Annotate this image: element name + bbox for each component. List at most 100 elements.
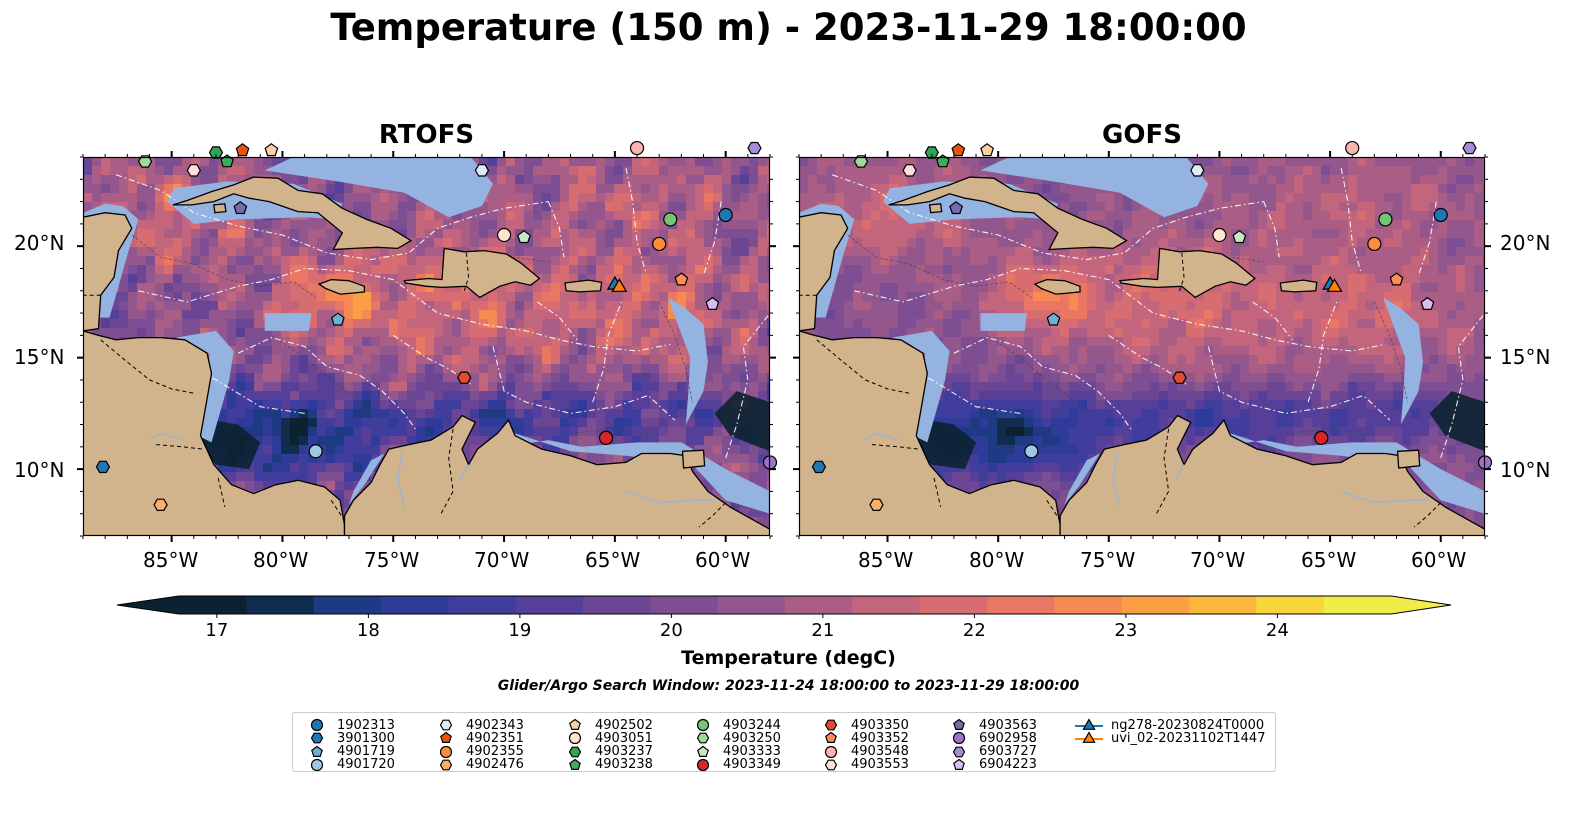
colorbar-bin [246, 596, 315, 614]
lon-label-85w-right: 85°W [858, 548, 914, 572]
rivers [149, 432, 715, 508]
rtofs-map [77, 140, 778, 542]
legend-label: 4902355 [466, 744, 524, 760]
colorbar-outline [116, 595, 1452, 615]
legend-label: 4903563 [979, 717, 1037, 733]
gofs-map [793, 140, 1493, 542]
legend-label: 4903051 [595, 730, 653, 746]
colorbar-bin [987, 596, 1055, 614]
legend-symbol [568, 732, 582, 745]
argo-float-4903244 [663, 212, 678, 227]
colorbar-tick-label: 20 [660, 620, 683, 641]
land-hispaniola [1118, 247, 1256, 299]
legend-label: 4902351 [466, 730, 524, 746]
legend-label: 4902343 [466, 717, 524, 733]
legend-label: uvi_02-20231102T1447 [1111, 730, 1266, 746]
land-isla-juventud [928, 203, 943, 214]
legend-label: 4902476 [466, 757, 524, 773]
colorbar-bin [1323, 596, 1392, 614]
legend-symbol [824, 759, 838, 771]
legend-item-4903352: 4903352 [819, 728, 909, 748]
legend-symbol [439, 719, 453, 731]
lat-label-20n-right: 20°N [1500, 231, 1551, 255]
legend-marker-icon [310, 732, 324, 744]
legend-label: 6902958 [979, 730, 1037, 746]
legend-marker-icon [310, 718, 324, 732]
argo-float-6903727 [1462, 141, 1477, 155]
legend: 1902313 3901300 4901719 4901720 4902343 49023… [292, 712, 1276, 772]
legend-label: 4903238 [595, 757, 653, 773]
legend-marker-icon [310, 758, 324, 771]
argo-float-4903333 [1232, 230, 1247, 244]
legend-symbol [952, 732, 966, 745]
legend-label: 3901300 [337, 730, 395, 746]
legend-item-4903349: 4903349 [691, 755, 781, 775]
argo-float-4901719 [330, 312, 345, 326]
argo-float-6904223 [705, 296, 720, 310]
land-cuba [888, 176, 1128, 251]
legend-item-4902355: 4902355 [434, 742, 524, 762]
legend-item-4903250: 4903250 [691, 728, 781, 748]
legend-marker-icon [569, 718, 581, 730]
legend-label: 4903333 [723, 744, 781, 760]
legend-label: 1902313 [337, 717, 395, 733]
land-jamaica [317, 278, 366, 295]
legend-item-6902958: 6902958 [947, 728, 1037, 748]
argo-markers [95, 140, 778, 511]
land-trinidad [1396, 449, 1421, 469]
argo-float-4902351 [951, 143, 966, 157]
lon-label-65w-right: 65°W [1301, 548, 1357, 572]
legend-marker-icon [953, 718, 965, 730]
legend-label: 4901720 [337, 757, 395, 773]
country-borders [799, 252, 1442, 528]
argo-float-4902355 [1367, 236, 1382, 252]
legend-marker-icon [697, 745, 709, 757]
land-central-america [83, 330, 346, 536]
legend-marker-icon [440, 732, 452, 744]
argo-float-4903349 [598, 430, 614, 446]
argo-float-4903350 [1172, 371, 1187, 384]
legend-item-4903553: 4903553 [819, 755, 909, 775]
legend-symbol [697, 745, 709, 757]
land-central-america [799, 330, 1061, 536]
legend-symbol [310, 732, 324, 744]
argo-float-4903250 [137, 155, 153, 168]
colorbar-tick-label: 21 [811, 620, 834, 641]
legend-item-6904223: 6904223 [947, 755, 1037, 775]
lon-label-70w-right: 70°W [1190, 548, 1246, 572]
colorbar-bin [785, 596, 853, 614]
legend-label: 4903244 [723, 717, 781, 733]
legend-symbol [953, 718, 965, 730]
argo-float-4901719 [1046, 312, 1061, 326]
legend-marker-icon [1075, 731, 1103, 744]
argo-float-4903553 [186, 164, 201, 177]
argo-float-4903350 [457, 371, 472, 384]
colorbar-tick-label: 18 [357, 620, 380, 641]
legend-label: 4903352 [851, 730, 909, 746]
argo-float-4903352 [674, 272, 689, 286]
legend-symbol [1082, 731, 1096, 744]
argo-float-6904223 [1420, 296, 1435, 310]
colorbar-tick-label: 24 [1266, 620, 1289, 641]
colorbar-bin [1256, 596, 1325, 614]
legend-marker-icon [952, 732, 966, 745]
argo-float-4903548 [629, 140, 645, 156]
argo-float-4903244 [1378, 212, 1393, 227]
map-frame [77, 151, 776, 542]
lon-label-80w-left: 80°W [253, 548, 309, 572]
argo-float-4903250 [853, 155, 869, 168]
argo-float-4903238 [220, 154, 234, 168]
colorbar-bin [1121, 596, 1190, 614]
legend-item-4903237: 4903237 [563, 742, 653, 762]
legend-marker-icon [696, 758, 710, 771]
legend-item-4903051: 4903051 [563, 728, 653, 748]
colorbar-tick-label: 19 [508, 620, 531, 641]
legend-label: ng278-20230824T0000 [1111, 717, 1265, 733]
argo-float-4902502 [264, 143, 279, 157]
legend-marker-icon [311, 745, 323, 757]
argo-float-4902351 [235, 143, 250, 157]
map-frame [793, 151, 1491, 542]
legend-marker-icon [439, 759, 453, 771]
search-window-text: Glider/Argo Search Window: 2023-11-24 18… [497, 678, 1080, 694]
legend-item-4901720: 4901720 [305, 755, 395, 775]
